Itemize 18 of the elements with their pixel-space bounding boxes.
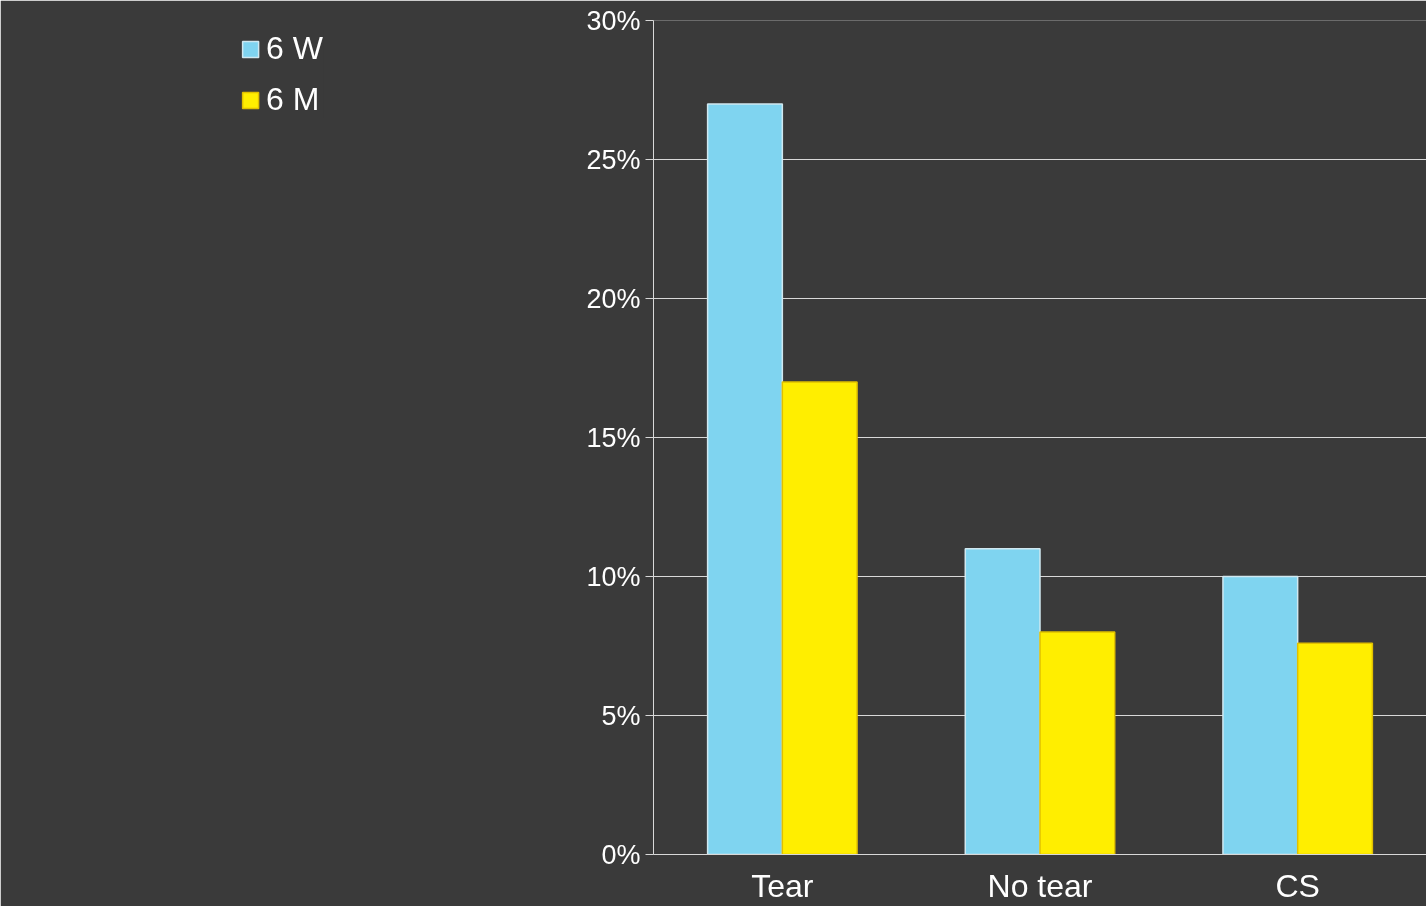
bar: [964, 547, 1041, 855]
x-tick-label: No tear: [987, 867, 1093, 904]
y-tick-label: 30%: [586, 5, 641, 36]
bar: [1296, 642, 1374, 855]
y-tick-label: 25%: [586, 144, 641, 175]
x-tick-label: CS: [1275, 867, 1320, 904]
y-tick-label: 10%: [586, 561, 641, 592]
y-tick-label: 0%: [601, 839, 641, 870]
bar: [1222, 575, 1299, 855]
bar: [781, 381, 858, 855]
y-tick-label: 5%: [601, 700, 641, 731]
legend-label: 6 M: [266, 81, 320, 118]
legend-label: 6 W: [266, 30, 323, 67]
x-tick-label: Tear: [751, 867, 814, 904]
bar: [1039, 631, 1116, 855]
y-tick-label: 20%: [586, 283, 641, 314]
bar: [706, 103, 784, 855]
y-tick-label: 15%: [586, 422, 641, 453]
